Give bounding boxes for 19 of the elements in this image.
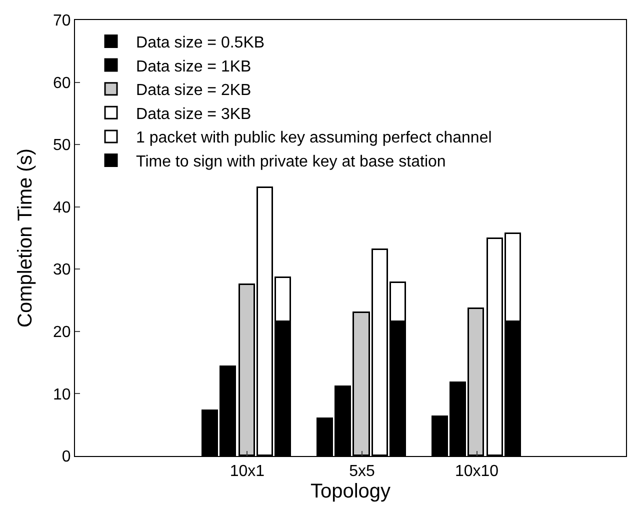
legend-label: 1 packet with public key assuming perfect channel bbox=[136, 130, 492, 147]
y-tick-label: 30 bbox=[53, 262, 71, 279]
legend-label: Data size = 1KB bbox=[136, 58, 252, 76]
y-tick-label: 50 bbox=[53, 137, 71, 154]
legend-label: Data size = 0.5KB bbox=[136, 34, 265, 52]
y-tick-label: 0 bbox=[62, 448, 71, 466]
x-tick-label: 10x10 bbox=[454, 463, 499, 480]
legend-label: Data size = 3KB bbox=[136, 106, 252, 123]
x-tick-label: 10x1 bbox=[230, 463, 265, 480]
y-tick-label: 70 bbox=[53, 12, 71, 30]
x-tick-label: 5x5 bbox=[349, 463, 375, 480]
x-axis-title: Topology bbox=[310, 480, 391, 503]
y-tick-label: 10 bbox=[53, 386, 71, 404]
legend-label: Time to sign with private key at base station bbox=[136, 154, 446, 170]
legend-label: Data size = 2KB bbox=[136, 82, 252, 100]
y-tick-label: 20 bbox=[53, 324, 71, 342]
y-tick-label: 60 bbox=[53, 74, 71, 92]
y-axis-title: Completion Time (s) bbox=[14, 148, 37, 328]
y-tick-label: 40 bbox=[53, 199, 71, 216]
